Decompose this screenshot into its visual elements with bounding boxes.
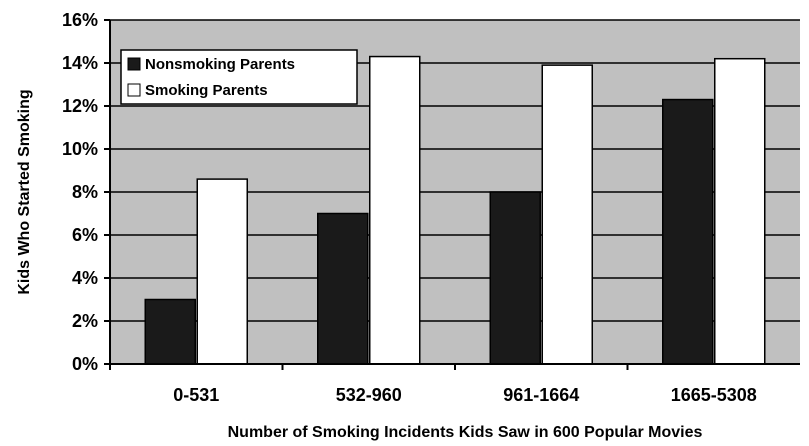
legend-swatch-nonsmoking — [127, 57, 141, 71]
bars — [144, 55, 766, 365]
x-tick-label: 0-531 — [173, 385, 219, 405]
y-tick-label: 14% — [62, 53, 98, 73]
legend-label-nonsmoking: Nonsmoking Parents — [145, 56, 295, 73]
x-axis-title: Number of Smoking Incidents Kids Saw in … — [228, 424, 703, 441]
legend-label-smoking: Smoking Parents — [145, 82, 268, 99]
x-tick-label: 961-1664 — [503, 385, 579, 405]
y-axis-ticks: 0% 2% 4% 6% 8% 10% 12% 14% 16% — [62, 10, 110, 374]
y-tick-label: 8% — [72, 182, 98, 202]
bar-smoking — [196, 178, 248, 365]
y-tick-label: 12% — [62, 96, 98, 116]
legend-swatch-smoking — [127, 83, 141, 97]
bar-nonsmoking — [489, 191, 541, 365]
x-tick-label: 1665-5308 — [671, 385, 757, 405]
x-tick-label: 532-960 — [336, 385, 402, 405]
y-tick-label: 4% — [72, 268, 98, 288]
bar-nonsmoking — [144, 298, 196, 365]
legend-box — [120, 49, 358, 105]
bar-smoking — [541, 64, 593, 365]
y-axis-title: Kids Who Started Smoking — [16, 89, 33, 294]
y-tick-label: 16% — [62, 10, 98, 30]
y-tick-label: 2% — [72, 311, 98, 331]
y-tick-label: 0% — [72, 354, 98, 374]
bar-smoking — [369, 55, 421, 365]
legend: Nonsmoking Parents Smoking Parents — [120, 49, 358, 105]
y-tick-label: 10% — [62, 139, 98, 159]
x-axis-ticks: 0-531 532-960 961-1664 1665-5308 — [173, 364, 757, 405]
bar-nonsmoking — [662, 98, 714, 365]
bar-smoking — [714, 57, 766, 365]
bar-nonsmoking — [317, 212, 369, 365]
y-tick-label: 6% — [72, 225, 98, 245]
